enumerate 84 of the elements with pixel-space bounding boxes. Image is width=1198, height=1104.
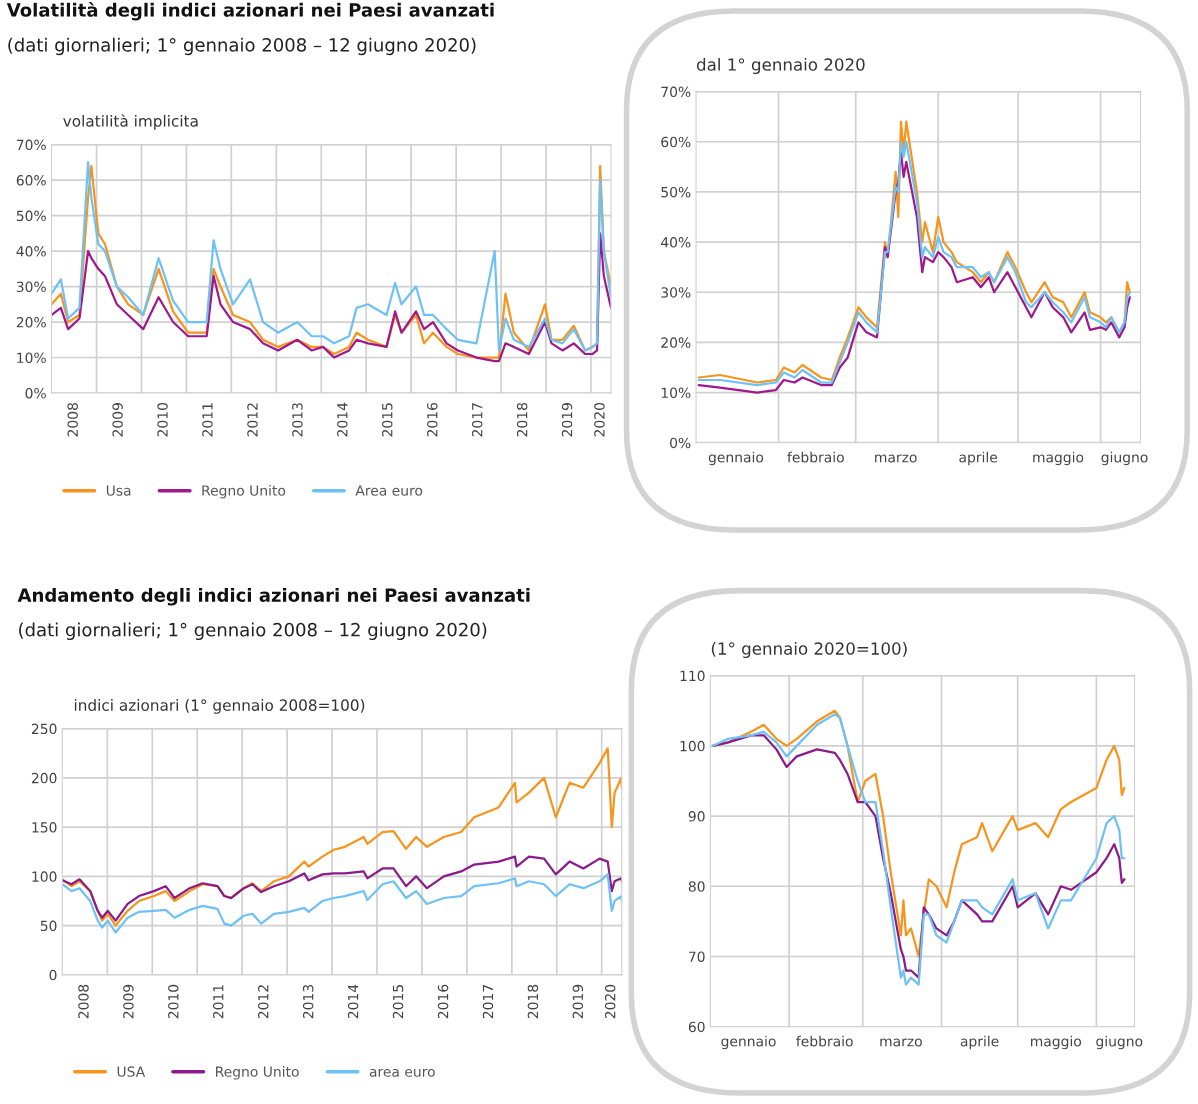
x-tick-label: 2017	[471, 403, 483, 437]
x-tick-label: 2008	[67, 403, 78, 437]
x-tick-label: 2012	[258, 985, 269, 1019]
chart-title: Andamento degli indici azionari nei Paesi avanzati	[17, 587, 530, 606]
x-tick-label: 2010	[168, 984, 179, 1019]
x-tick-label: febbraio	[787, 451, 844, 463]
x-tick-label: febbraio	[796, 1035, 853, 1047]
y-tick-label: 60	[688, 1021, 705, 1033]
y-tick-label: 0	[49, 969, 57, 981]
y-tick-label: 70%	[661, 86, 691, 98]
x-tick-label: 2020	[604, 984, 616, 1019]
legend-label: Usa	[106, 485, 131, 496]
x-tick-label: maggio	[1031, 1035, 1082, 1050]
x-tick-label: 2015	[382, 403, 393, 437]
y-tick-label: 30%	[16, 281, 46, 293]
x-tick-label: 2011	[212, 985, 224, 1019]
x-tick-label: 2010	[157, 402, 168, 437]
y-tick-label: 60%	[16, 175, 46, 186]
x-tick-label: 2012	[247, 403, 258, 437]
y-tick-label: 100	[32, 871, 57, 882]
x-tick-label: 2013	[302, 984, 314, 1019]
x-tick-label: 2011	[202, 403, 213, 437]
x-tick-label: giugno	[1096, 1035, 1143, 1050]
x-tick-label: 2009	[123, 984, 134, 1019]
x-tick-label: 2008	[78, 984, 89, 1019]
y-axis-title: indici azionari (1° gennaio 2008=100)	[74, 699, 365, 714]
legend-label: USA	[117, 1066, 146, 1077]
y-tick-label: 50%	[661, 186, 691, 198]
y-tick-label: 110	[680, 670, 705, 682]
y-tick-label: 70	[689, 951, 705, 962]
y-tick-label: 200	[31, 772, 57, 784]
legend-label: Area euro	[355, 485, 423, 496]
y-tick-label: 50%	[16, 210, 46, 222]
x-tick-label: 2017	[482, 985, 494, 1019]
y-tick-label: 10%	[17, 352, 46, 364]
chart-title: Volatilità degli indici azionari nei Paesi avanzati	[6, 2, 494, 21]
y-tick-label: 10%	[661, 387, 691, 399]
chart-title: dal 1° gennaio 2020	[696, 57, 865, 75]
x-tick-label: marzo	[880, 1038, 922, 1047]
x-tick-label: 2018	[527, 984, 539, 1019]
y-tick-label: 50	[40, 920, 57, 932]
x-tick-label: giugno	[1101, 451, 1148, 466]
y-tick-label: 0%	[670, 437, 691, 449]
y-tick-label: 90	[688, 811, 705, 822]
x-tick-label: gennaio	[721, 1035, 776, 1050]
y-tick-label: 40%	[660, 237, 691, 248]
y-tick-label: 80	[688, 881, 705, 892]
x-tick-label: 2016	[437, 984, 449, 1019]
x-tick-label: aprile	[960, 1035, 999, 1050]
x-tick-label: gennaio	[708, 451, 764, 466]
chart-subtitle: (dati giornalieri; 1° gennaio 2008 – 12 giugno 2020)	[8, 37, 476, 56]
y-axis-title: volatilità implicita	[63, 114, 198, 130]
legend-label: Regno Unito	[202, 485, 286, 499]
y-tick-label: 70%	[16, 139, 46, 151]
x-tick-label: 2016	[427, 402, 438, 437]
y-tick-label: 40%	[16, 246, 46, 257]
x-tick-label: 2013	[292, 403, 303, 437]
y-tick-label: 150	[32, 822, 57, 833]
y-tick-label: 60%	[661, 136, 691, 148]
x-tick-label: 2014	[337, 402, 348, 437]
y-tick-label: 30%	[661, 287, 691, 298]
line-series	[62, 873, 622, 934]
x-tick-label: 2019	[561, 403, 573, 437]
chart-subtitle: (dati giornalieri; 1° gennaio 2008 – 12 giugno 2020)	[19, 622, 487, 641]
legend-label: area euro	[369, 1068, 435, 1077]
x-tick-label: aprile	[959, 451, 998, 466]
y-tick-label: 250	[31, 723, 57, 735]
x-tick-label: maggio	[1033, 451, 1084, 466]
y-tick-label: 20%	[661, 337, 691, 348]
x-tick-label: 2019	[572, 984, 584, 1019]
x-tick-label: 2018	[516, 403, 528, 437]
x-tick-label: 2009	[112, 403, 123, 437]
legend-label: Regno Unito	[216, 1066, 299, 1080]
line-series	[62, 747, 622, 927]
x-tick-label: 2015	[392, 985, 404, 1019]
chart-title: (1° gennaio 2020=100)	[711, 641, 907, 659]
y-tick-label: 20%	[16, 317, 46, 328]
x-tick-label: 2020	[594, 402, 605, 437]
line-series	[51, 232, 611, 363]
line-series	[62, 855, 622, 922]
y-tick-label: 100	[680, 740, 705, 752]
y-tick-label: 0%	[25, 387, 46, 399]
x-tick-label: 2014	[347, 984, 359, 1019]
x-tick-label: marzo	[875, 454, 917, 463]
